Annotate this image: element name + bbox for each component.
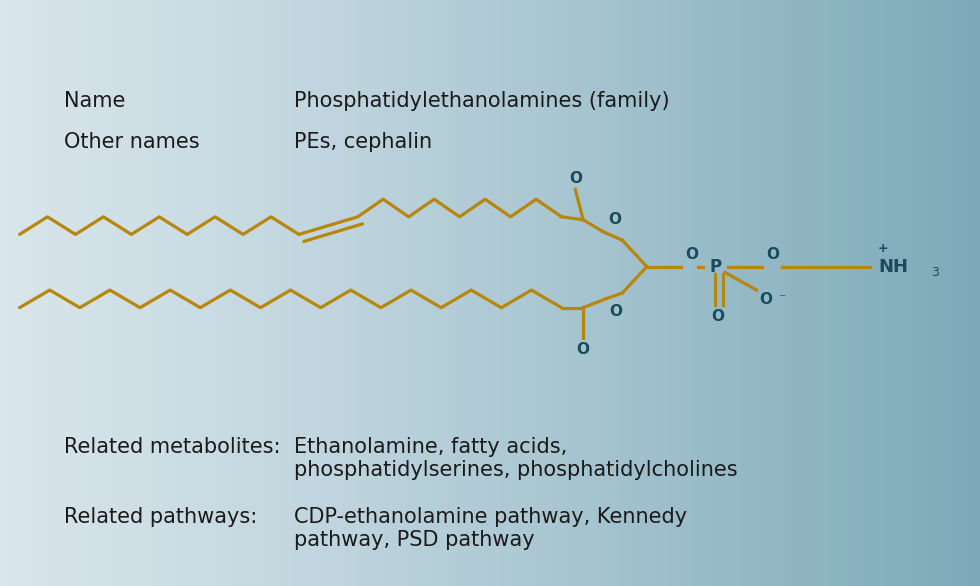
Text: NH: NH: [878, 258, 908, 275]
Text: Phosphatidylethanolamines (family): Phosphatidylethanolamines (family): [294, 91, 669, 111]
Text: O: O: [610, 304, 622, 319]
Text: CDP-ethanolamine pathway, Kennedy
pathway, PSD pathway: CDP-ethanolamine pathway, Kennedy pathwa…: [294, 507, 687, 550]
Text: ⁻: ⁻: [778, 292, 786, 306]
Text: O: O: [766, 247, 779, 262]
Text: Related metabolites:: Related metabolites:: [64, 437, 280, 456]
Text: O: O: [685, 247, 698, 262]
Text: PEs, cephalin: PEs, cephalin: [294, 132, 432, 152]
Text: P: P: [710, 258, 721, 275]
Text: O: O: [760, 292, 772, 307]
Text: O: O: [576, 342, 590, 357]
Text: Other names: Other names: [64, 132, 199, 152]
Text: Name: Name: [64, 91, 125, 111]
Text: Ethanolamine, fatty acids,
phosphatidylserines, phosphatidylcholines: Ethanolamine, fatty acids, phosphatidyls…: [294, 437, 738, 480]
Text: O: O: [710, 309, 724, 325]
Text: O: O: [609, 212, 621, 227]
Text: +: +: [878, 242, 889, 255]
Text: Related pathways:: Related pathways:: [64, 507, 257, 527]
Text: 3: 3: [931, 266, 939, 279]
Text: O: O: [568, 171, 582, 186]
